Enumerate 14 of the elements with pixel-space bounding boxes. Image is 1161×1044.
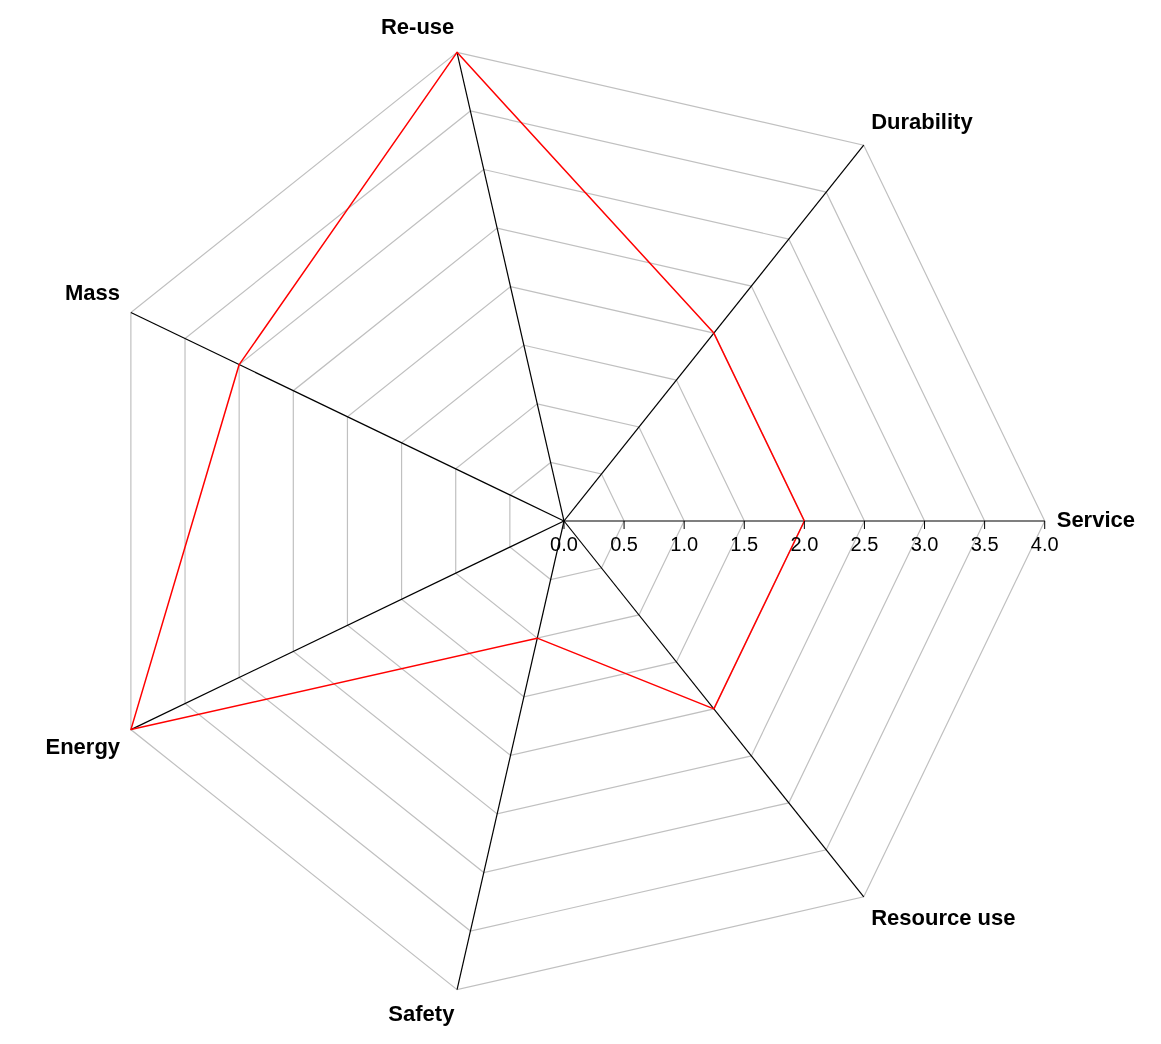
y-tick-label: 1.0 xyxy=(670,532,699,555)
spoke-label: Resource use xyxy=(871,905,1016,931)
y-tick-label: 2.5 xyxy=(850,532,879,555)
y-tick-label: 3.0 xyxy=(910,532,939,555)
spoke-label: Mass xyxy=(65,280,121,306)
y-tick-label: 4.0 xyxy=(1030,532,1059,555)
spoke-label: Service xyxy=(1056,507,1136,533)
y-tick-label: 0.5 xyxy=(610,532,638,555)
spoke-label: Re-use xyxy=(380,13,455,39)
y-tick-label: 3.5 xyxy=(970,532,999,555)
spoke-label: Energy xyxy=(45,734,121,760)
spoke-label: Safety xyxy=(388,1000,456,1026)
y-tick-label: 1.5 xyxy=(730,532,759,555)
spoke-label: Durability xyxy=(871,108,974,134)
